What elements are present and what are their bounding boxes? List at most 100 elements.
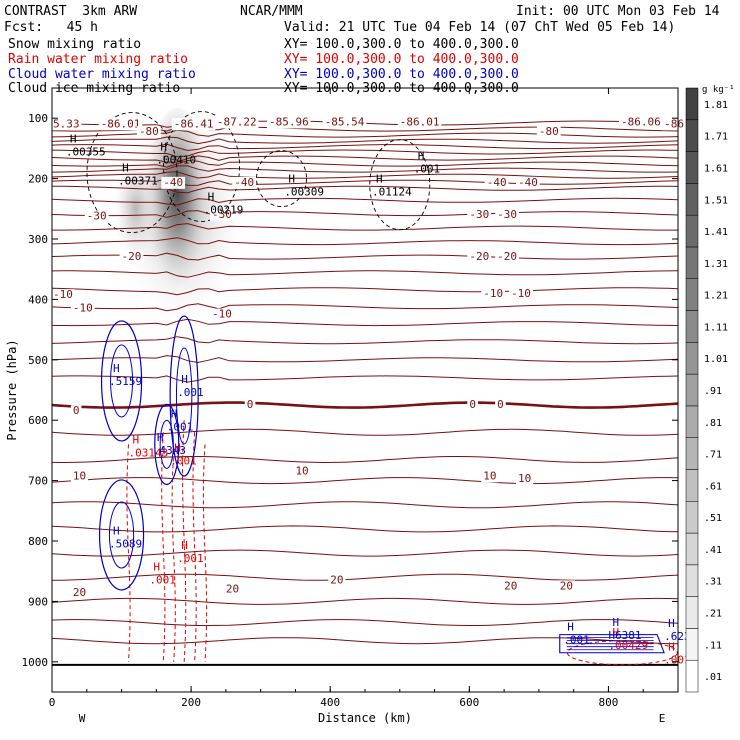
temp-label-bg-21 bbox=[119, 251, 144, 264]
colorbar-box-0 bbox=[685, 659, 699, 693]
isotherm-306 bbox=[52, 237, 678, 246]
max-marker-18: H bbox=[612, 616, 619, 629]
max-label-1: .00410 bbox=[156, 154, 196, 167]
y-tick-label-1: 200 bbox=[28, 173, 48, 186]
temp-label-32: 10 bbox=[295, 465, 308, 478]
isotherm-665 bbox=[52, 456, 678, 464]
temp-label-4: -85.54 bbox=[325, 115, 365, 128]
temp-label-bg-35 bbox=[70, 586, 89, 599]
max-label-13: .001 bbox=[177, 552, 204, 565]
x-tick-label-3: 600 bbox=[459, 696, 479, 709]
colorbar-label-12: 1.21 bbox=[704, 291, 728, 302]
field-snow-xy: XY= 100.0,300.0 to 400.0,300.0 bbox=[284, 37, 519, 52]
temp-label-bg-13 bbox=[161, 176, 186, 189]
temp-label-bg-8 bbox=[51, 118, 82, 131]
x-axis-label: Distance (km) bbox=[318, 711, 412, 725]
max-label-3: .00219 bbox=[204, 204, 244, 217]
isotherm-166 bbox=[52, 155, 678, 163]
cloudwater-contour-3 bbox=[98, 479, 145, 591]
colorbar-label-16: 1.61 bbox=[704, 163, 728, 174]
x-tick-label-1: 200 bbox=[181, 696, 201, 709]
colorbar-label-11: 1.11 bbox=[704, 322, 728, 333]
colorbar-box-18 bbox=[685, 87, 699, 121]
colorbar-box-1 bbox=[685, 628, 699, 661]
temp-label-20: -20 bbox=[497, 250, 517, 263]
temp-label-30: 0 bbox=[497, 398, 504, 411]
isotherm-216 bbox=[52, 185, 678, 194]
temp-label-9: -80 bbox=[139, 125, 159, 138]
cloudice-contour-0 bbox=[86, 112, 178, 234]
temp-label-bg-15 bbox=[84, 210, 109, 223]
temp-label-39: 20 bbox=[560, 579, 573, 592]
max-label-16: .001 bbox=[664, 654, 691, 667]
max-marker-3: H bbox=[208, 191, 215, 204]
forecast-hour: Fcst: 45 h bbox=[4, 20, 98, 35]
max-label-12: .001 bbox=[170, 454, 197, 467]
isotherm-820 bbox=[52, 549, 678, 557]
colorbar-label-7: .71 bbox=[704, 450, 722, 461]
colorbar-label-10: 1.01 bbox=[704, 354, 728, 365]
isotherm-860 bbox=[52, 573, 678, 581]
max-marker-15: H bbox=[612, 626, 619, 639]
field-cloudwater-xy: XY= 100.0,300.0 to 400.0,300.0 bbox=[284, 67, 519, 82]
colorbar-label-13: 1.31 bbox=[704, 259, 728, 270]
isotherm-965 bbox=[52, 637, 678, 645]
temp-label-bg-38 bbox=[502, 580, 520, 593]
temp-label-bg-34 bbox=[516, 472, 534, 485]
colorbar-box-9 bbox=[685, 373, 699, 407]
colorbar-label-0: .01 bbox=[704, 672, 722, 683]
temp-label-bg-23 bbox=[481, 287, 506, 300]
cloudwater-contour-2 bbox=[154, 403, 180, 485]
isotherm-530 bbox=[52, 375, 678, 383]
y-tick-label-0: 100 bbox=[28, 112, 48, 125]
x-edge-east: E bbox=[659, 712, 666, 725]
colorbar-box-3 bbox=[685, 564, 699, 597]
cloudwater-contour-0 bbox=[100, 320, 143, 442]
colorbar-label-18: 1.81 bbox=[704, 100, 728, 111]
y-tick-label-5: 600 bbox=[28, 414, 48, 427]
isotherm-620 bbox=[52, 428, 678, 436]
isotherm-196 bbox=[52, 171, 678, 179]
max-label-17: .001 bbox=[563, 634, 590, 647]
isotherm-258 bbox=[52, 210, 678, 218]
max-marker-5: H bbox=[376, 173, 383, 186]
isotherm-500 bbox=[52, 355, 678, 364]
colorbar-box-17 bbox=[685, 119, 699, 152]
x-tick-label-2: 400 bbox=[320, 696, 340, 709]
rain-column-5 bbox=[202, 444, 208, 662]
temp-label-26: -10 bbox=[212, 308, 232, 321]
temp-label-bg-20 bbox=[495, 251, 519, 264]
colorbar-label-3: .31 bbox=[704, 577, 722, 588]
colorbar-label-5: .51 bbox=[704, 513, 722, 524]
temp-label-8: 5.33 bbox=[53, 117, 80, 130]
y-tick-label-9: 1000 bbox=[22, 656, 49, 669]
rain-column-0 bbox=[126, 444, 131, 662]
temp-label-11: -40 bbox=[487, 176, 507, 189]
temp-label-14: -40 bbox=[234, 176, 254, 189]
temp-label-bg-26 bbox=[209, 308, 234, 321]
isotherm-176 bbox=[52, 159, 678, 168]
colorbar-label-14: 1.41 bbox=[704, 227, 728, 238]
temp-label-bg-2 bbox=[214, 116, 259, 129]
snow-shading-core bbox=[145, 107, 210, 298]
max-marker-10: H bbox=[113, 525, 120, 538]
model-title: CONTRAST 3km ARW bbox=[4, 4, 138, 19]
isotherm-236 bbox=[52, 197, 678, 206]
temp-label-bg-14 bbox=[232, 176, 257, 189]
max-marker-6: H bbox=[113, 362, 120, 375]
rain-column-1 bbox=[161, 432, 166, 662]
temp-label-bg-11 bbox=[484, 176, 509, 189]
max-label-2: .00371 bbox=[118, 175, 158, 188]
max-marker-12: H bbox=[174, 441, 181, 454]
y-tick-label-3: 400 bbox=[28, 293, 48, 306]
center-title: NCAR/MMM bbox=[240, 4, 303, 19]
colorbar-box-2 bbox=[685, 596, 699, 629]
temp-label-bg-25 bbox=[70, 302, 95, 315]
temp-label-bg-18 bbox=[495, 208, 519, 221]
temp-label-1: -86.41 bbox=[174, 117, 214, 130]
field-rain-xy: XY= 100.0,300.0 to 400.0,300.0 bbox=[284, 52, 519, 67]
temp-label-34: 10 bbox=[518, 472, 531, 485]
temp-label-6: -86.06 bbox=[621, 115, 661, 128]
colorbar-label-1: .11 bbox=[704, 640, 722, 651]
